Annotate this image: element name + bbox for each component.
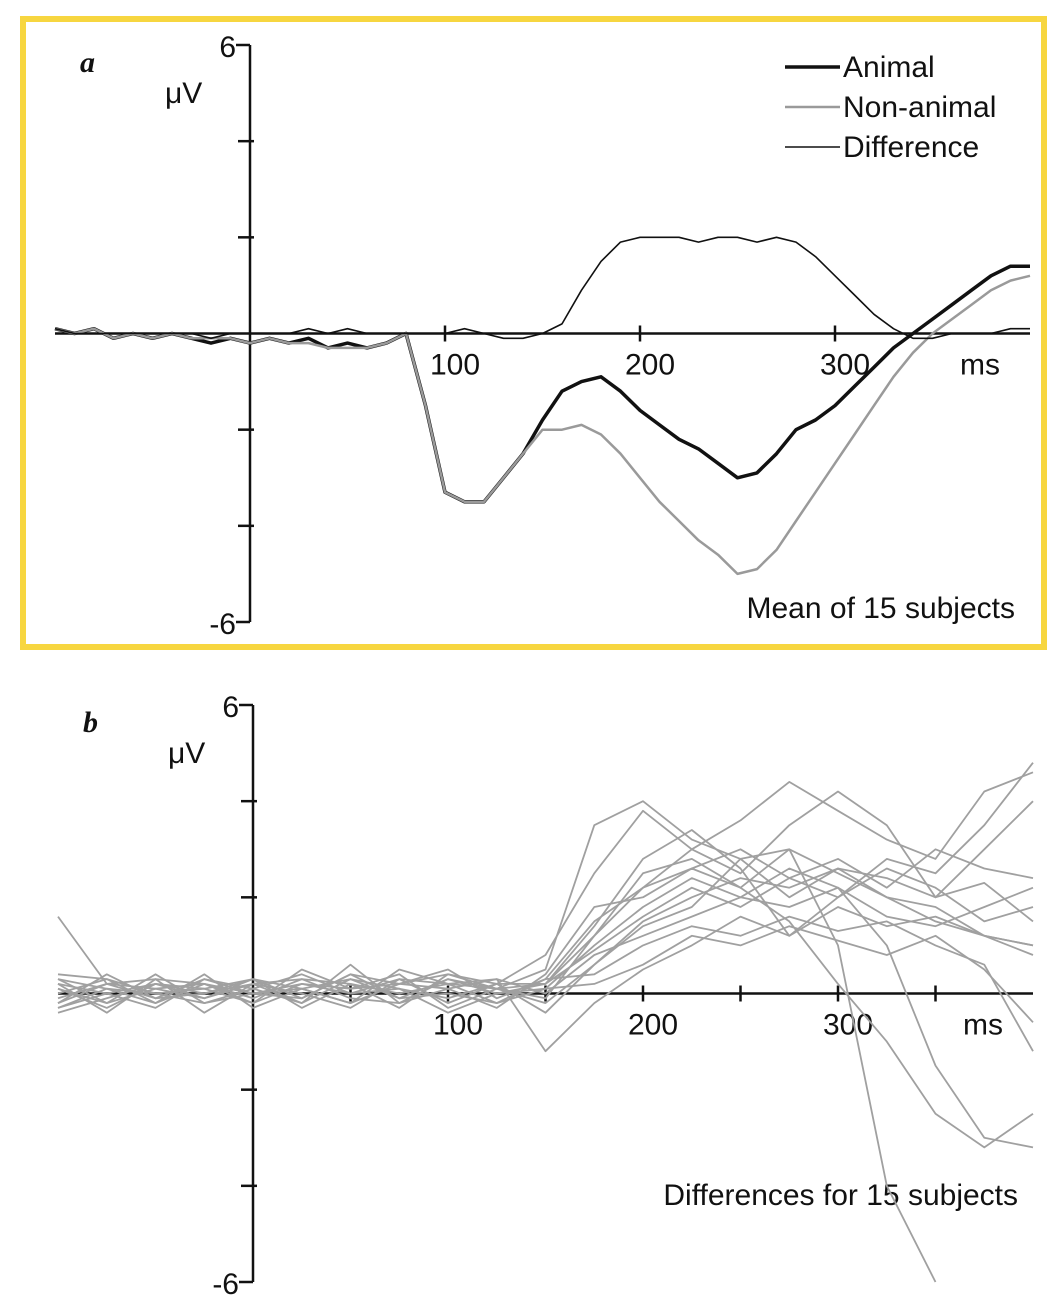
series-line [54,264,1030,504]
legend-label: Non-animal [843,91,996,124]
series-line [57,867,1034,1149]
panel-label: b [83,706,98,739]
series-line [54,236,1030,340]
series-line [57,800,1034,1009]
y-axis-label: μV [165,77,202,110]
x-tick-label: 300 [820,348,870,381]
y-tick-label: -6 [209,608,236,641]
x-axis-label: ms [963,1008,1003,1041]
y-axis-label: μV [168,737,205,770]
x-tick-label: 200 [625,348,675,381]
x-tick-label: 300 [823,1008,873,1041]
legend-label: Difference [843,131,979,164]
series-line [57,915,1034,1052]
series-line [57,848,937,1283]
series-line [57,762,1034,1009]
x-tick-label: 200 [628,1008,678,1041]
panel-label: a [80,46,95,79]
annotation: Mean of 15 subjects [747,592,1016,625]
y-tick-label: 6 [219,31,236,64]
series-line [57,925,1034,1023]
series-line [57,867,1034,1149]
x-tick-label: 100 [430,348,480,381]
x-tick-label: 100 [433,1008,483,1041]
annotation: Differences for 15 subjects [663,1179,1018,1212]
y-tick-label: -6 [212,1268,239,1301]
series-line [54,274,1031,576]
series-line [57,829,1034,1009]
y-tick-label: 6 [222,691,239,724]
series-line [57,906,1034,1053]
series-line [57,858,1034,1014]
legend-label: Animal [843,51,935,84]
series-line [57,886,1034,1014]
x-axis-label: ms [960,348,1000,381]
series-line [57,771,1034,1009]
highlight-frame [20,16,1047,650]
